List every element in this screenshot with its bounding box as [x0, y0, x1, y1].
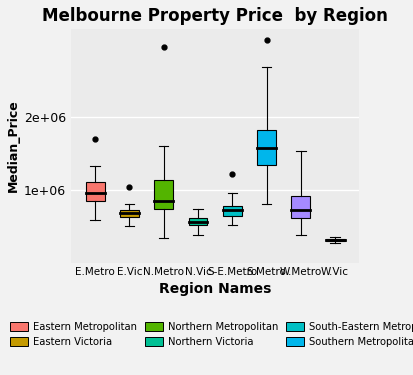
Bar [85, 182, 104, 201]
Bar [188, 218, 207, 225]
X-axis label: Region Names: Region Names [159, 282, 271, 296]
Bar [291, 196, 309, 218]
Bar [154, 180, 173, 209]
Legend: Eastern Metropolitan, Eastern Victoria, Northern Metropolitan, Northern Victoria: Eastern Metropolitan, Eastern Victoria, … [7, 319, 413, 350]
Bar [222, 206, 241, 216]
Y-axis label: Median_Price: Median_Price [7, 99, 20, 192]
Bar [256, 130, 275, 165]
Bar [325, 239, 344, 242]
Bar [120, 210, 138, 218]
Title: Melbourne Property Price  by Region: Melbourne Property Price by Region [42, 7, 387, 25]
